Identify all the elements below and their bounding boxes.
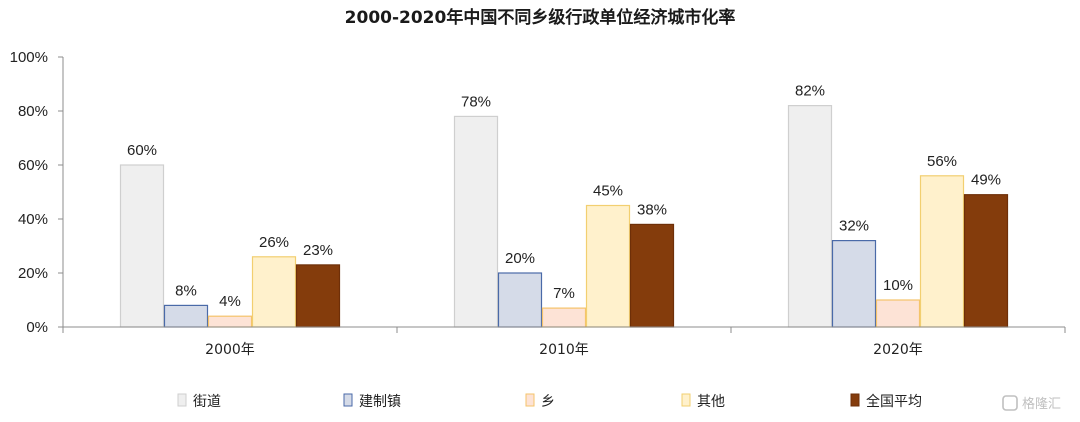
data-label: 23%: [303, 242, 333, 259]
legend-label: 街道: [193, 394, 221, 410]
data-label: 26%: [259, 234, 289, 251]
bar: [541, 307, 587, 328]
legend-label: 全国平均: [866, 393, 922, 410]
legend-label: 乡: [541, 394, 555, 410]
bar: [831, 240, 877, 328]
bars: 60% 8% 4% 26% 23% 78% 20% 7% 45% 38% 82% 32% 10% 56% 4…: [119, 83, 1009, 328]
y-tick-label: 20%: [18, 265, 48, 282]
bar: [919, 175, 965, 328]
data-label: 32%: [839, 218, 869, 235]
bar: [163, 304, 209, 328]
x-category-label: 2020年: [873, 342, 923, 358]
chart-title: 2000-2020年中国不同乡级行政单位经济城市化率: [345, 7, 736, 28]
bar: [453, 115, 499, 328]
legend-swatch: [177, 393, 187, 407]
data-label: 45%: [593, 183, 623, 200]
data-label: 10%: [883, 277, 913, 294]
data-label: 78%: [461, 93, 491, 110]
legend-label: 建制镇: [359, 394, 401, 410]
watermark-text: 格隆汇: [1022, 396, 1061, 412]
data-label: 7%: [553, 285, 575, 302]
legend: 街道 建制镇 乡 其他 全国平均: [177, 393, 922, 410]
y-tick-label: 40%: [18, 211, 48, 228]
y-axis: 0% 20% 40% 60% 80% 100%: [10, 49, 64, 336]
legend-swatch: [681, 393, 691, 407]
legend-label: 其他: [697, 394, 725, 410]
bar: [295, 264, 341, 328]
data-label: 20%: [505, 250, 535, 267]
bar: [251, 256, 297, 328]
y-tick-label: 0%: [26, 319, 48, 336]
bar: [629, 223, 675, 328]
bar: [119, 164, 165, 328]
data-label: 60%: [127, 142, 157, 159]
data-label: 49%: [971, 172, 1001, 189]
bar: [963, 194, 1009, 328]
bar: [787, 104, 833, 328]
data-label: 56%: [927, 153, 957, 170]
legend-swatch: [850, 393, 860, 407]
x-axis: 2000年 2010年 2020年: [62, 326, 1066, 358]
data-label: 4%: [219, 293, 241, 310]
legend-swatch: [525, 393, 535, 407]
legend-swatch: [343, 393, 353, 407]
y-tick-label: 80%: [18, 103, 48, 120]
watermark: 格隆汇: [1002, 395, 1061, 412]
data-label: 38%: [637, 201, 667, 218]
data-label: 82%: [795, 83, 825, 100]
data-label: 8%: [175, 282, 197, 299]
bar: [207, 315, 253, 328]
y-tick-label: 60%: [18, 157, 48, 174]
gelonghui-logo-icon: [1002, 395, 1018, 411]
x-category-label: 2010年: [539, 342, 589, 358]
y-tick-label: 100%: [10, 49, 48, 66]
bar: [497, 272, 543, 328]
bar: [585, 204, 631, 328]
bar: [875, 299, 921, 328]
x-category-label: 2000年: [205, 342, 255, 358]
